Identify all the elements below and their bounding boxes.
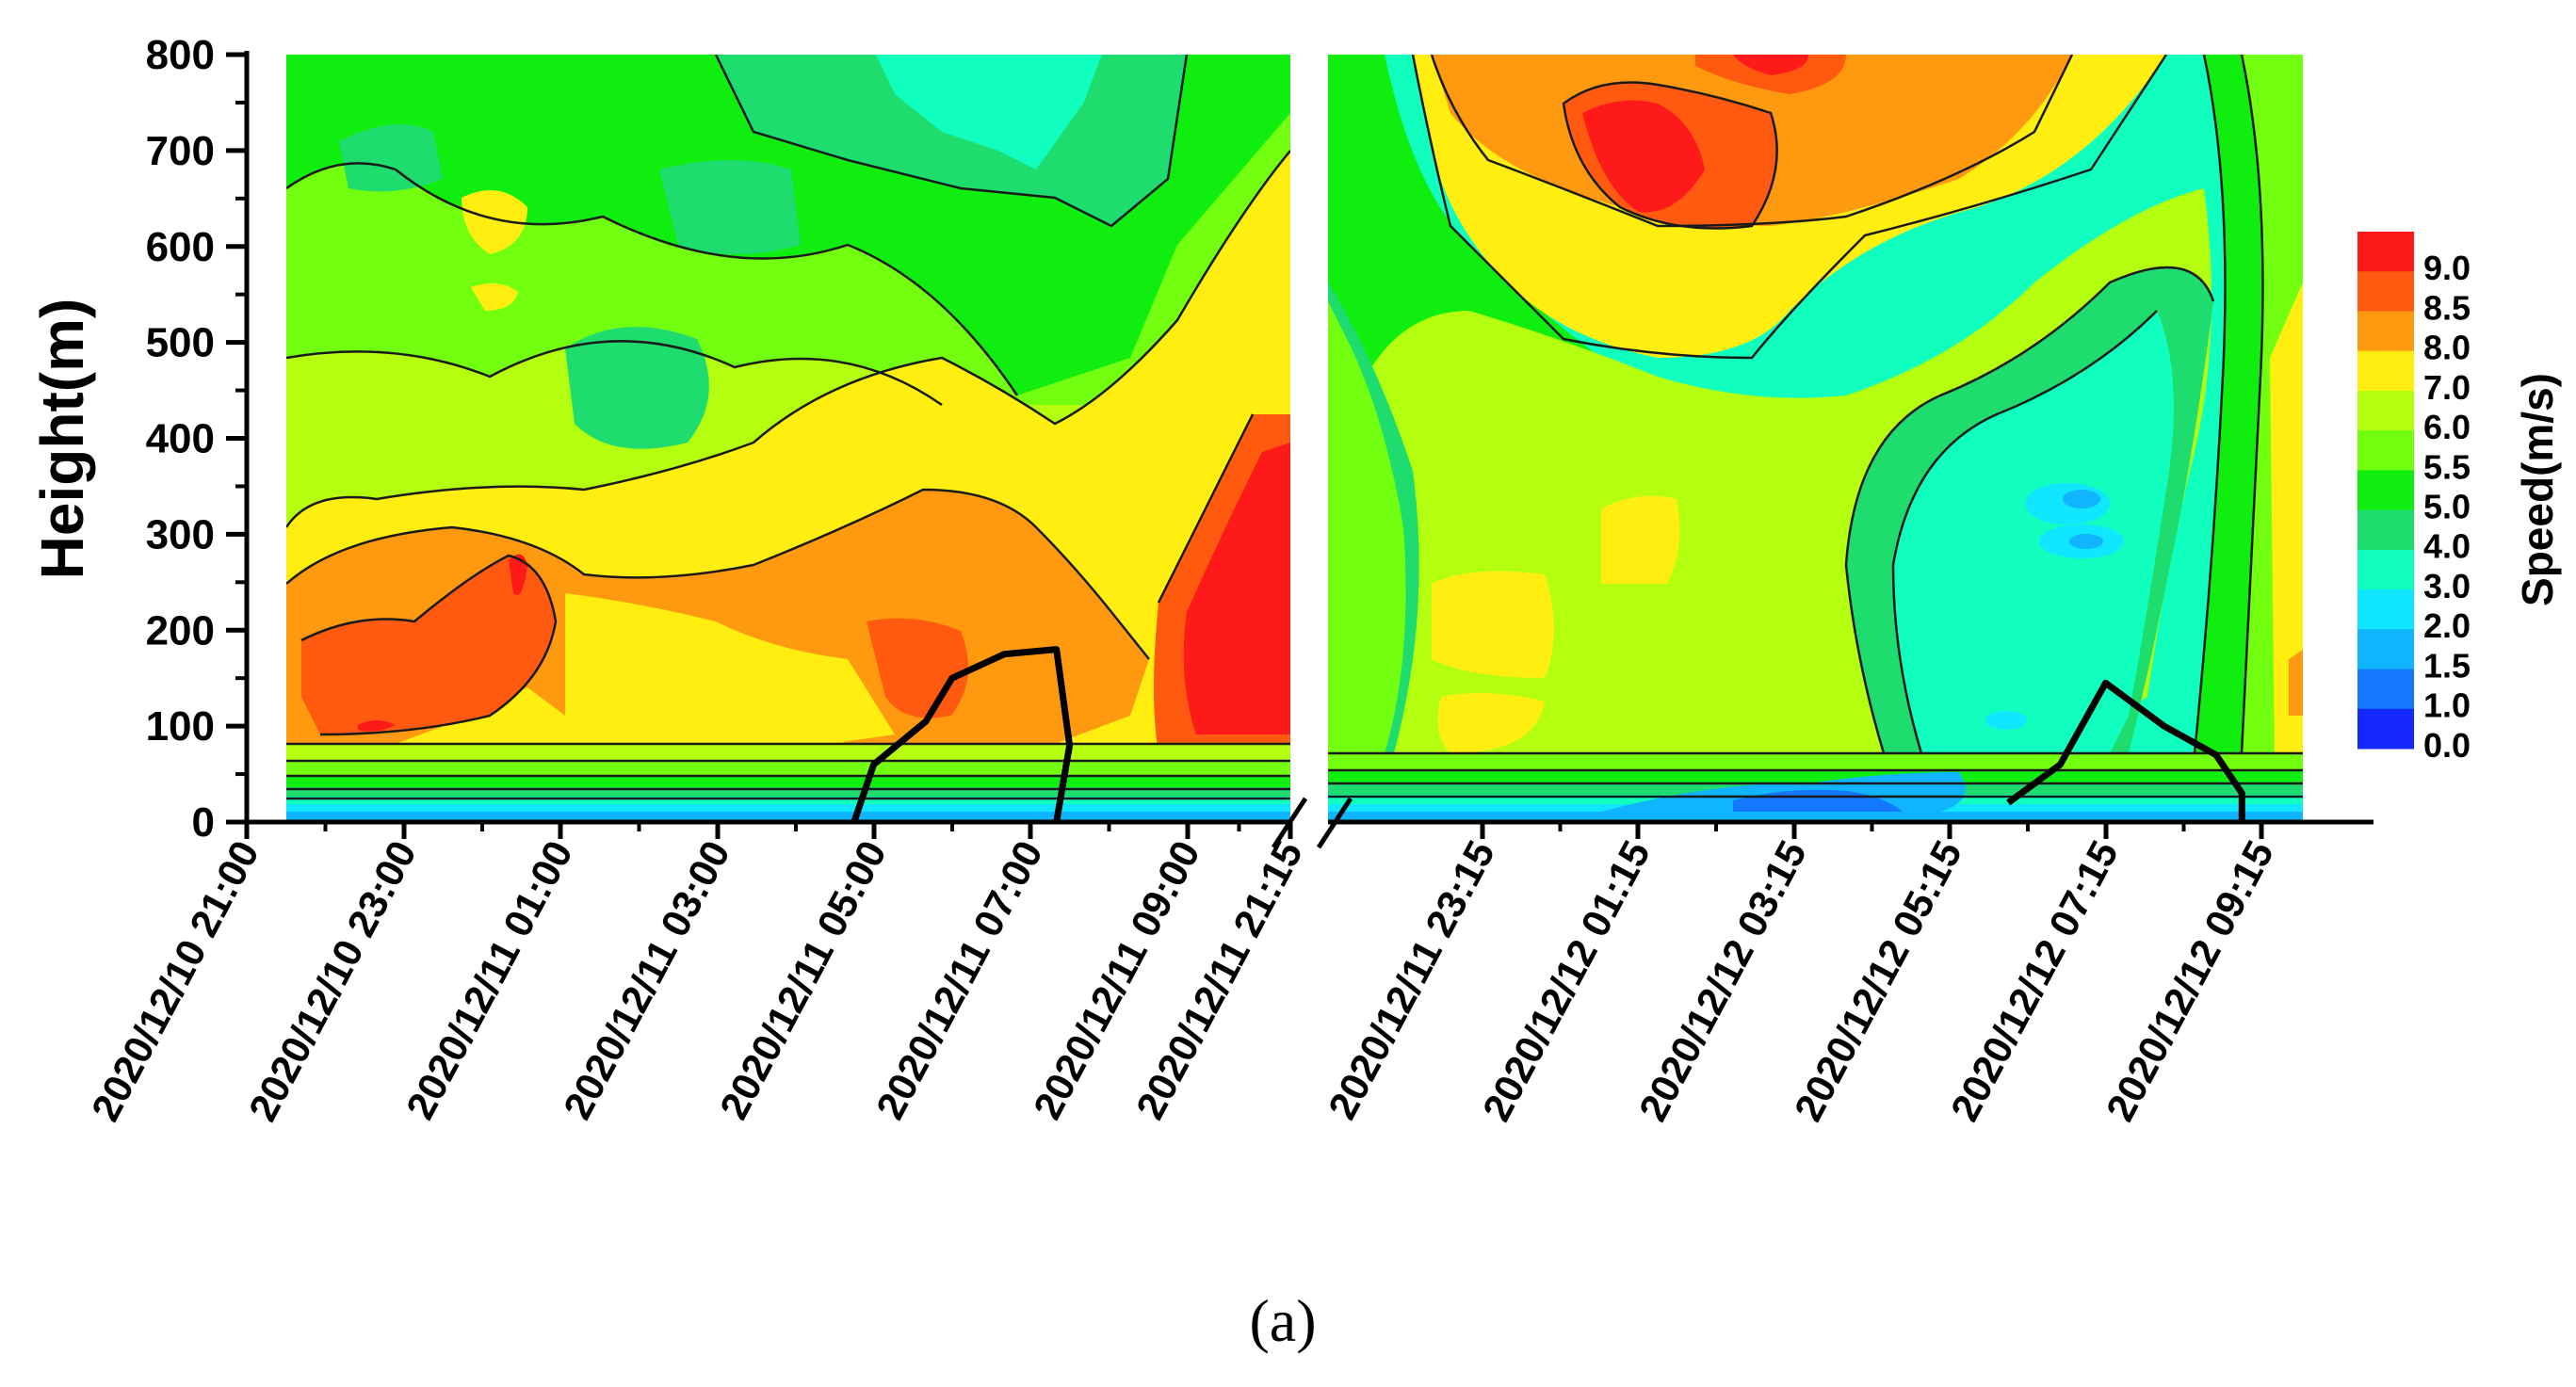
- figure-caption: (a): [1249, 1287, 1316, 1354]
- right-boundary-layer-line: [2006, 679, 2245, 822]
- colorbar-label: 3.0: [2423, 567, 2471, 605]
- colorbar-swatch-9.0: [2357, 232, 2414, 272]
- left-x-tick-label: 2020/12/11 01:00: [397, 833, 581, 1126]
- colorbar-swatch-6.0: [2357, 390, 2414, 431]
- right-x-tick-label: 2020/12/12 07:15: [1942, 833, 2127, 1128]
- colorbar-label: 7.0: [2423, 368, 2471, 407]
- colorbar-label: 5.0: [2423, 488, 2471, 526]
- colorbar-swatch-1.0: [2357, 669, 2414, 710]
- right-contour-panel: [1328, 55, 2303, 822]
- right-x-tick-label: 2020/12/11 23:15: [1320, 833, 1503, 1126]
- left-x-tick-label: 2020/12/11 07:00: [867, 833, 1051, 1126]
- y-tick-label: 500: [146, 320, 215, 366]
- left-x-tick-label: 2020/12/11 03:00: [555, 833, 738, 1126]
- y-tick-label: 0: [192, 799, 215, 846]
- colorbar-label: 5.5: [2423, 447, 2471, 486]
- right-x-tick-label: 2020/12/12 05:15: [1786, 833, 1970, 1128]
- colorbar-swatch-7.0: [2357, 350, 2414, 392]
- colorbar-swatch-8.5: [2357, 271, 2414, 312]
- colorbar: 9.08.58.07.06.05.55.04.03.02.01.51.00.0: [2357, 232, 2471, 765]
- y-tick-label: 300: [146, 511, 215, 557]
- colorbar-label: 9.0: [2423, 249, 2471, 287]
- y-tick-label: 800: [146, 32, 215, 78]
- colorbar-swatch-5.0: [2357, 470, 2414, 511]
- colorbar-swatch-5.5: [2357, 430, 2414, 471]
- colorbar-label: 8.5: [2423, 288, 2471, 327]
- colorbar-label: 1.0: [2423, 686, 2471, 725]
- colorbar-swatch-8.0: [2357, 311, 2414, 352]
- y-tick-label: 600: [146, 224, 215, 270]
- right-x-tick-label: 2020/12/12 03:15: [1630, 833, 1815, 1128]
- colorbar-swatch-2.0: [2357, 589, 2414, 630]
- y-axis-title: Height(m): [28, 298, 96, 580]
- colorbar-label: 2.0: [2423, 606, 2471, 645]
- left-x-tick-label: 2020/12/10 23:00: [240, 833, 425, 1128]
- y-tick-label: 700: [146, 128, 215, 174]
- colorbar-swatch-1.5: [2357, 629, 2414, 670]
- colorbar-label: 6.0: [2423, 408, 2471, 446]
- boundary-layer-lines: [851, 646, 2245, 824]
- colorbar-title: Speed(m/s): [2513, 373, 2562, 606]
- left-x-tick-label: 2020/12/11 05:00: [711, 833, 895, 1126]
- y-ticks: 0 100 200 300 400 500 600 700 800: [146, 32, 247, 846]
- axis-break-mark-2: [1316, 797, 1353, 849]
- colorbar-label: 0.0: [2423, 726, 2471, 765]
- right-x-tick-label: 2020/12/12 01:15: [1474, 833, 1659, 1128]
- colorbar-swatch-4.0: [2357, 509, 2414, 551]
- colorbar-swatch-0.0: [2357, 708, 2414, 750]
- y-tick-label: 200: [146, 607, 215, 653]
- colorbar-swatch-3.0: [2357, 549, 2414, 590]
- y-tick-label: 100: [146, 703, 215, 750]
- colorbar-label: 8.0: [2423, 329, 2471, 367]
- right-x-tick-label: 2020/12/12 09:15: [2098, 833, 2282, 1128]
- left-contour-panel: [286, 55, 1290, 822]
- colorbar-label: 1.5: [2423, 646, 2471, 685]
- y-tick-label: 400: [146, 416, 215, 462]
- left-boundary-layer-line: [851, 646, 1074, 824]
- left-x-tick-label: 2020/12/10 21:00: [83, 833, 267, 1128]
- colorbar-label: 4.0: [2423, 527, 2471, 566]
